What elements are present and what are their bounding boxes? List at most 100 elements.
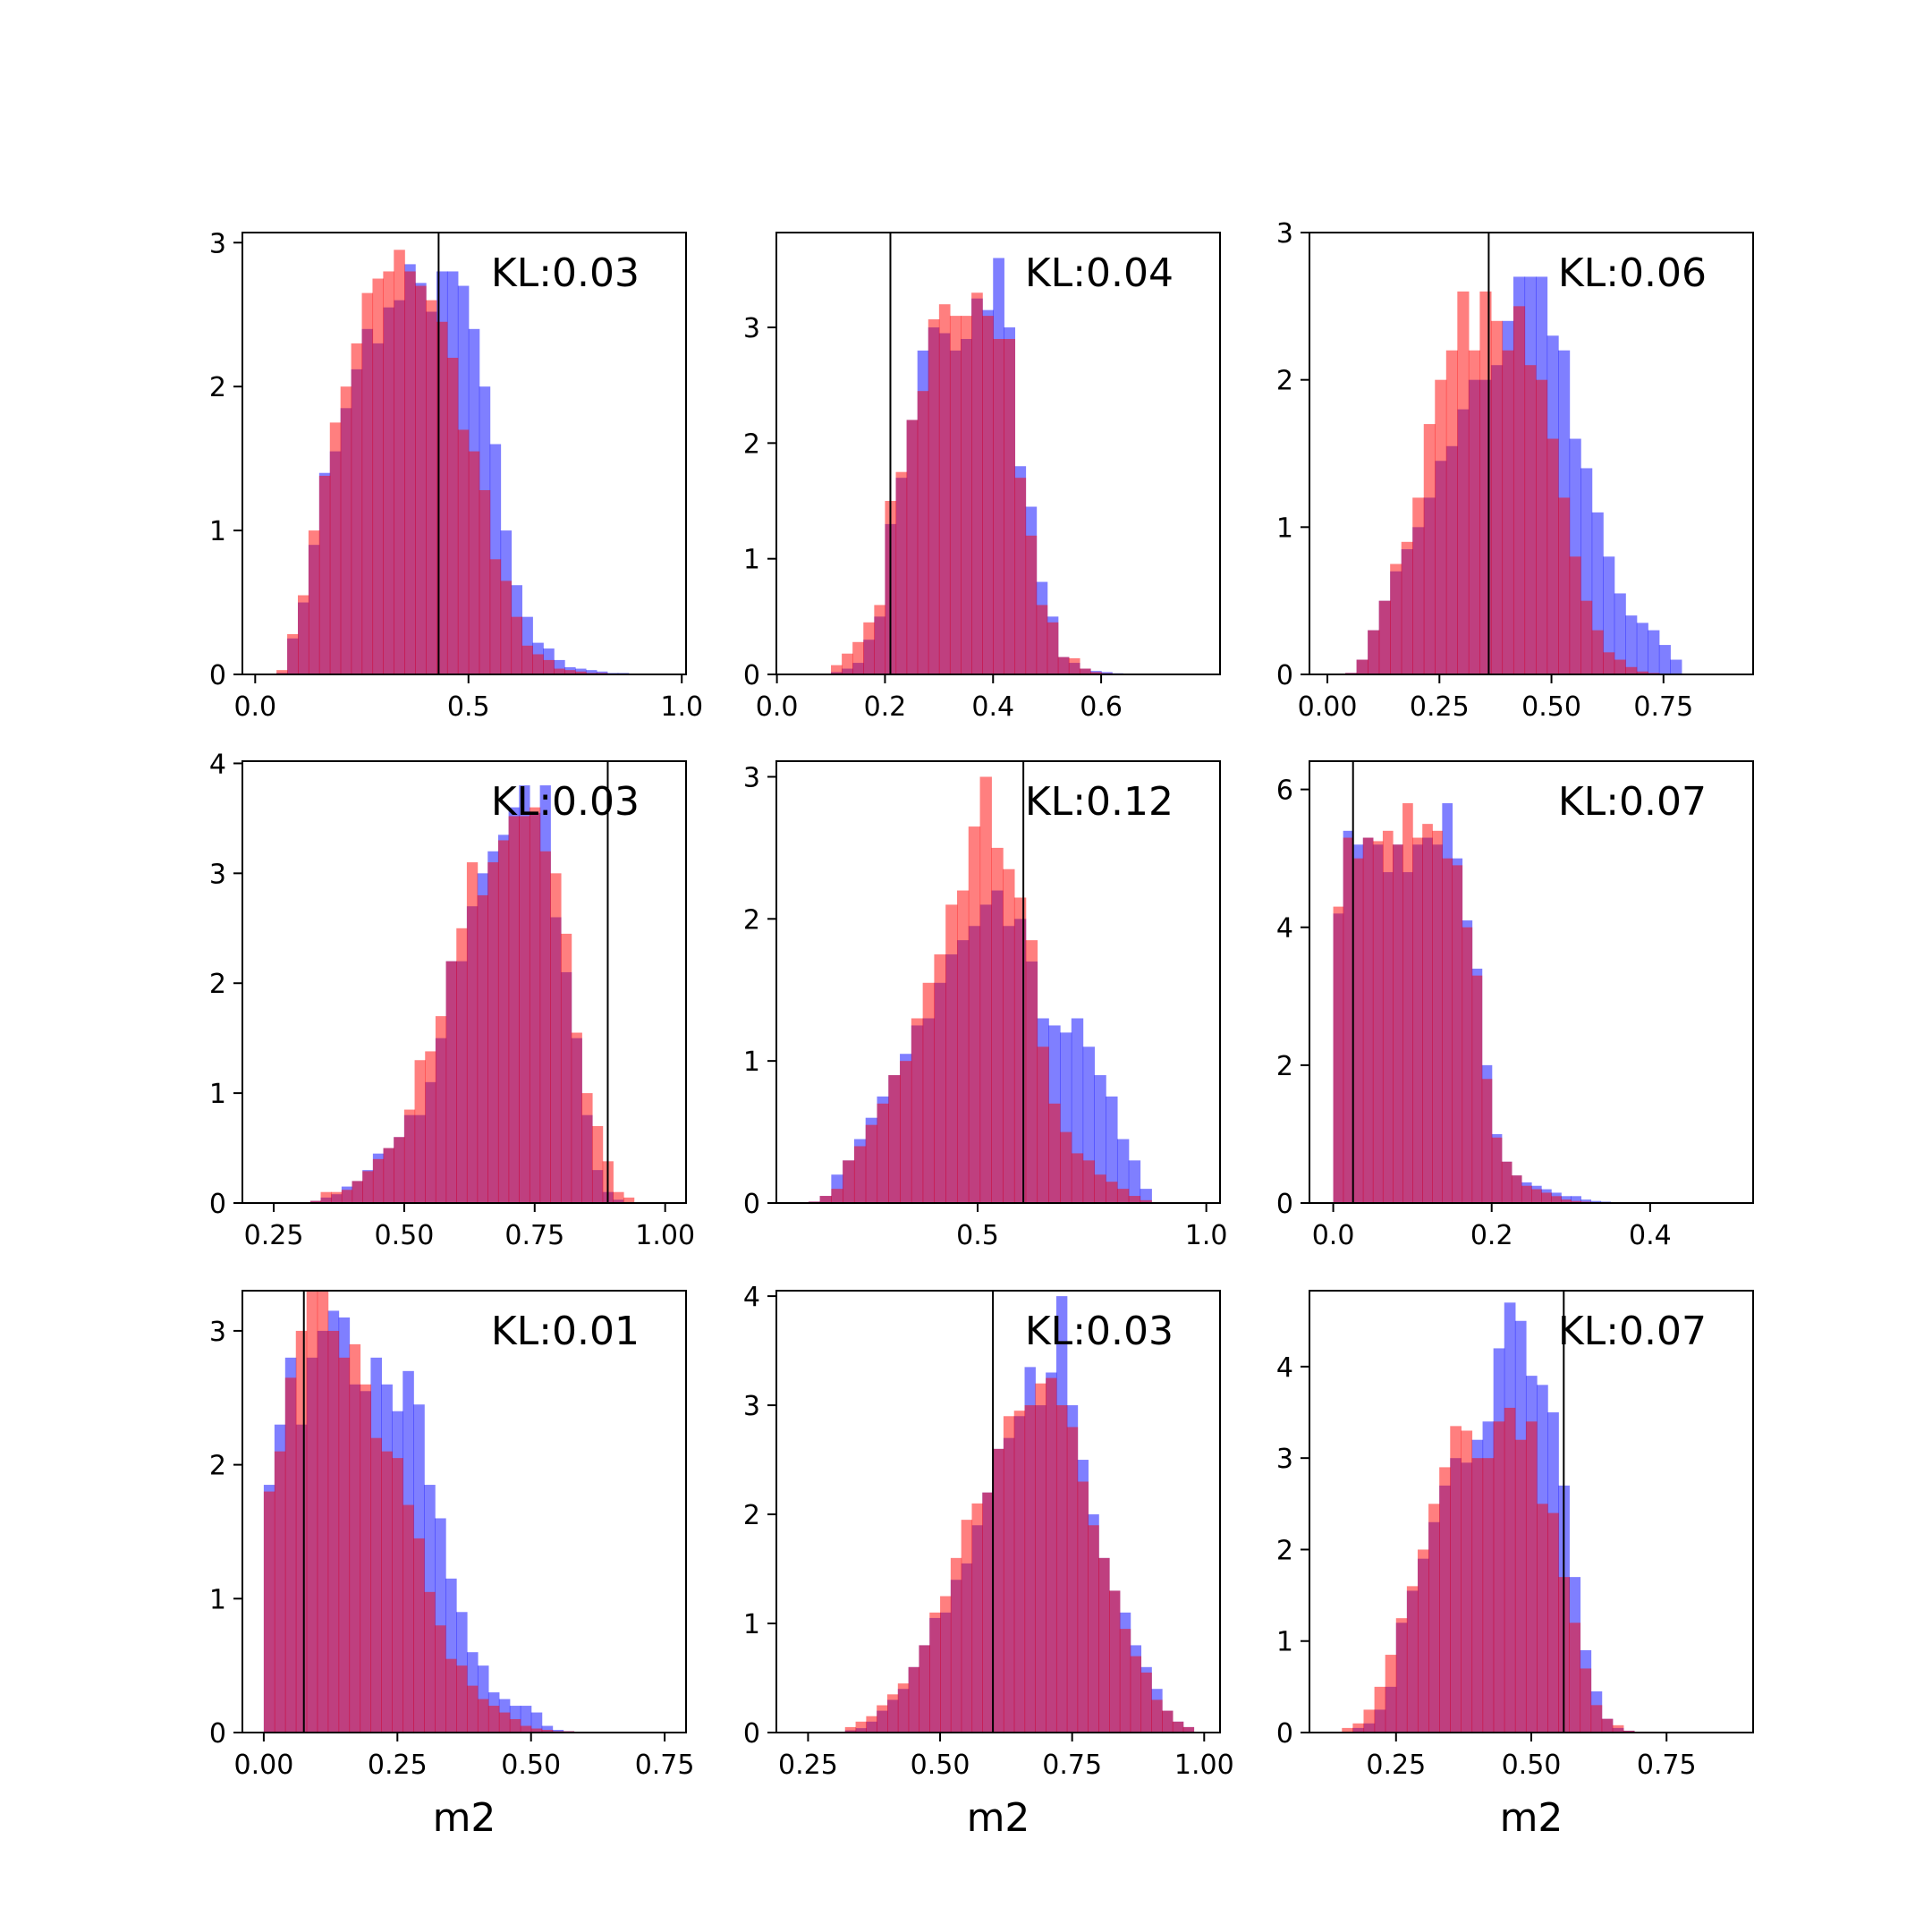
histogram-bar xyxy=(287,633,299,674)
histogram-bar xyxy=(888,1075,901,1203)
histogram-bar xyxy=(1025,940,1038,1203)
histogram-bar xyxy=(993,1448,1004,1733)
histogram-bar xyxy=(362,1171,374,1203)
histogram-bar xyxy=(1382,830,1394,1203)
x-tick-label: 0.4 xyxy=(1629,1220,1672,1251)
histogram-bar xyxy=(1457,291,1470,674)
y-tick-label: 3 xyxy=(1276,218,1293,250)
histogram-bar xyxy=(1435,379,1447,674)
x-tick-label: 0.75 xyxy=(635,1750,695,1781)
histogram-bar xyxy=(897,1683,910,1733)
histogram-bar xyxy=(956,890,970,1203)
x-axis-label: m2 xyxy=(967,1795,1030,1841)
histogram-bar xyxy=(1423,424,1436,674)
x-tick-label: 0.0 xyxy=(1312,1220,1355,1251)
histogram-bar xyxy=(1088,1525,1099,1733)
histogram-bar xyxy=(945,904,958,1203)
histogram-bar xyxy=(1536,379,1548,674)
histogram-bar xyxy=(1452,865,1463,1203)
histogram-series-red xyxy=(276,250,608,674)
bars-group xyxy=(808,776,1152,1203)
y-tick-label: 3 xyxy=(209,859,226,890)
y-tick-label: 6 xyxy=(1276,775,1293,807)
histogram-bar xyxy=(1162,1710,1174,1733)
histogram-bar xyxy=(1172,1721,1184,1733)
histogram-bar xyxy=(329,422,342,674)
histogram-bar xyxy=(1603,652,1615,674)
histogram-bar xyxy=(1623,1730,1635,1733)
histogram-bar xyxy=(1636,671,1648,674)
histogram-bar xyxy=(1106,1182,1118,1203)
histogram-bar xyxy=(1014,478,1027,674)
histogram-bar xyxy=(928,318,940,674)
histogram-panel-1: 0.0 0.5 1.0 0 1 2 3 KL:0.03 xyxy=(209,228,703,723)
histogram-bar xyxy=(1037,1046,1049,1203)
histogram-bar xyxy=(1094,1075,1106,1203)
kl-annotation: KL:0.06 xyxy=(1558,250,1707,296)
histogram-panel-5: 0.5 1.0 0 1 2 3 KL:0.12 xyxy=(743,760,1228,1251)
histogram-bar xyxy=(1140,1189,1152,1203)
bars-group xyxy=(1333,803,1622,1203)
x-tick-label: 0.50 xyxy=(374,1220,434,1251)
histogram-bar xyxy=(392,1458,403,1733)
histogram-bar xyxy=(1412,837,1423,1203)
histogram-bar xyxy=(852,641,864,674)
histogram-bar xyxy=(331,1191,343,1203)
y-tick-label: 2 xyxy=(209,1451,226,1482)
histogram-bar xyxy=(1109,1590,1121,1733)
y-tick-label: 2 xyxy=(1276,366,1293,397)
histogram-bar xyxy=(519,816,530,1203)
histogram-bar xyxy=(327,1330,340,1733)
histogram-bar xyxy=(1098,1557,1110,1733)
histogram-bar xyxy=(1442,858,1453,1203)
histogram-bar xyxy=(1151,1699,1163,1733)
histogram-bar xyxy=(445,1658,457,1733)
histogram-bar xyxy=(352,1181,363,1203)
histogram-bar xyxy=(1590,1705,1603,1733)
histogram-bar xyxy=(961,1520,973,1733)
histogram-bar xyxy=(922,982,936,1203)
x-tick-label: 1.0 xyxy=(660,691,703,723)
histogram-bar xyxy=(477,894,488,1203)
histogram-bar xyxy=(979,776,992,1203)
histogram-bar xyxy=(309,1200,322,1203)
x-tick-label: 0.75 xyxy=(1633,691,1693,723)
histogram-bar xyxy=(1450,1426,1462,1733)
histogram-bar xyxy=(1558,497,1571,674)
histogram-bar xyxy=(487,1706,500,1733)
histogram-bar xyxy=(938,304,951,674)
histogram-bar xyxy=(1140,1199,1152,1203)
histogram-bar xyxy=(424,1591,436,1733)
y-tick-label: 0 xyxy=(209,660,226,691)
histogram-bar xyxy=(1524,365,1537,674)
histogram-bar xyxy=(1541,1192,1552,1203)
histogram-panel-8: 0.25 0.50 0.75 1.00 0 1 2 3 4 KL:0.03 m2 xyxy=(743,1282,1234,1841)
histogram-bar xyxy=(1603,556,1615,674)
histogram-bar xyxy=(1561,1199,1572,1203)
axes-frame xyxy=(775,760,1221,1204)
histogram-bar xyxy=(949,316,962,674)
y-tick-label: 2 xyxy=(743,428,760,460)
histogram-bar xyxy=(971,292,983,674)
histogram-bar xyxy=(982,316,994,674)
histogram-bar xyxy=(908,1666,920,1733)
y-tick-label: 0 xyxy=(209,1718,226,1750)
histogram-bar xyxy=(1461,1430,1473,1733)
histogram-bar xyxy=(571,1032,582,1203)
histogram-bar xyxy=(404,271,416,674)
histogram-bar xyxy=(1094,1174,1106,1203)
histogram-bar xyxy=(479,490,491,674)
histogram-bar xyxy=(1561,1196,1572,1203)
x-tick-label: 0.75 xyxy=(1042,1750,1102,1781)
histogram-bar xyxy=(991,847,1004,1203)
histogram-bar xyxy=(550,873,562,1203)
histogram-bar xyxy=(554,668,565,674)
histogram-bar xyxy=(863,622,875,674)
x-tick-label: 0.50 xyxy=(501,1750,561,1781)
x-tick-label: 0.2 xyxy=(864,691,907,723)
y-tick-label: 1 xyxy=(1276,513,1293,544)
x-tick-label: 0.6 xyxy=(1080,691,1123,723)
histogram-bar xyxy=(1490,320,1504,674)
y-tick-label: 0 xyxy=(1276,1718,1293,1750)
